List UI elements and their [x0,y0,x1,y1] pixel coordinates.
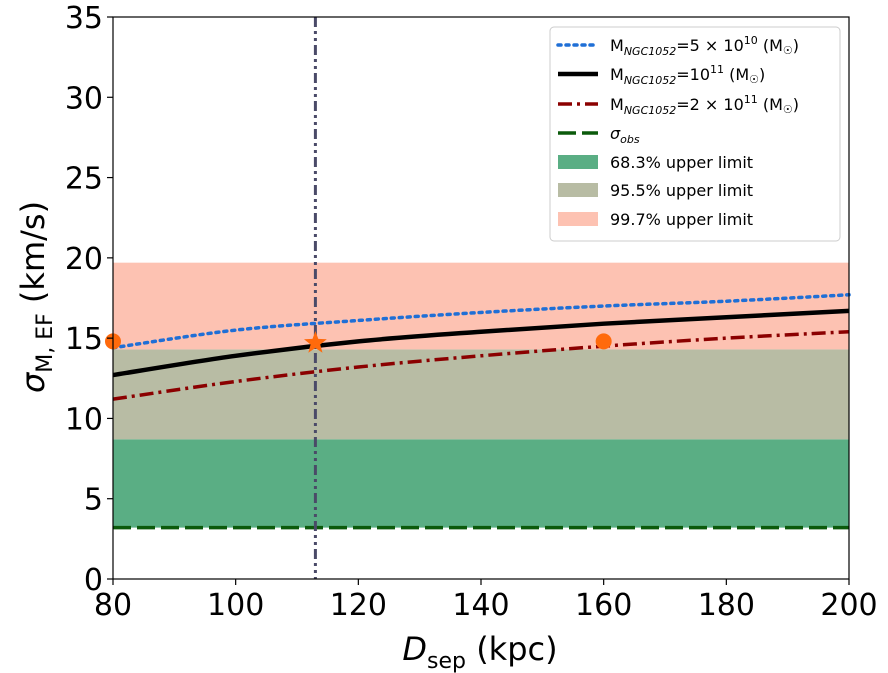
legend-band-swatch-0 [558,155,598,169]
marker-star-1 [304,331,327,353]
series-layer [111,293,851,530]
y-tick-label: 30 [65,81,103,116]
y-tick-label: 15 [65,322,103,357]
band-1 [113,349,849,440]
legend-box [549,26,841,242]
series-line-0 [111,293,851,350]
y-tick-label: 25 [65,162,103,197]
x-axis-label: Dsep (kpc) [402,630,557,673]
y-tick-label: 20 [65,242,103,277]
x-tick-label: 80 [94,588,132,623]
markers-layer [105,331,612,353]
legend-label-3: σobs [610,124,640,146]
legend-band-swatch-2 [558,212,598,226]
legend: MNGC1052=5 × 1010 (M☉) MNGC1052=1011 (M☉)… [549,26,841,242]
ticks-layer: 80 100 120 140 160 180 200 0 5 10 15 20 25 30 35 [65,1,878,623]
x-tick-label: 100 [207,588,264,623]
y-axis-label: σM, EF (km/s) [14,201,58,393]
legend-label-0: MNGC1052=5 × 1010 (M☉) [610,34,799,58]
legend-band-label-0: 68.3% upper limit [610,153,753,172]
series-line-1 [112,308,850,378]
legend-label-2: MNGC1052=2 × 1011 (M☉) [610,93,799,117]
y-tick-label: 0 [84,563,103,598]
y-tick-label: 5 [84,483,103,518]
marker-circle-2 [595,333,612,350]
legend-band-swatch-1 [558,183,598,197]
x-tick-label: 140 [452,588,509,623]
legend-label-1: MNGC1052=1011 (M☉) [610,63,765,87]
y-tick-label: 10 [65,402,103,437]
band-0 [113,439,849,528]
bands-layer [113,262,849,528]
legend-band-label-2: 99.7% upper limit [610,210,753,229]
x-tick-label: 200 [820,588,877,623]
x-tick-label: 160 [575,588,632,623]
y-tick-label: 35 [65,1,103,36]
series-line-2 [112,329,850,401]
band-2 [113,262,849,350]
x-tick-label: 120 [330,588,387,623]
x-tick-label: 180 [698,588,755,623]
legend-band-label-1: 95.5% upper limit [610,181,753,200]
